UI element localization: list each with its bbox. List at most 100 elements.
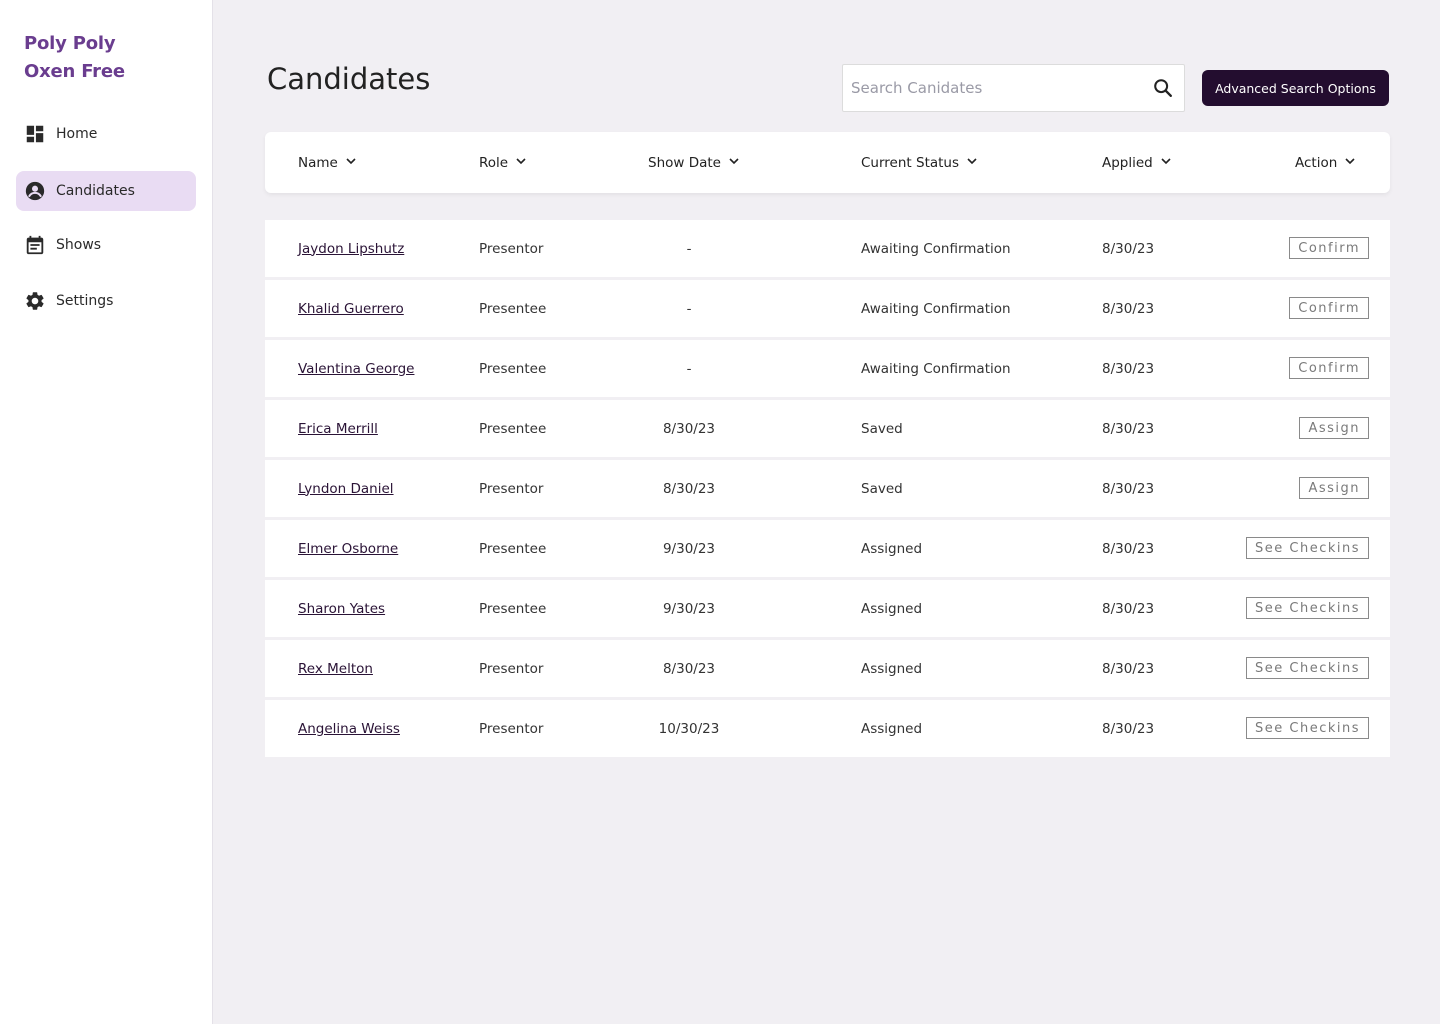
cell-role: Presentor [479, 660, 544, 677]
candidate-name-link[interactable]: Lyndon Daniel [298, 480, 394, 497]
column-header-name[interactable]: Name [298, 132, 356, 193]
cell-name: Rex Melton [298, 640, 373, 697]
chevron-down-icon [729, 157, 739, 168]
cell-name: Jaydon Lipshutz [298, 220, 404, 277]
cell-status: Assigned [861, 660, 923, 677]
sidebar-item-home[interactable]: Home [16, 114, 196, 154]
cell-status: Awaiting Confirmation [861, 360, 1011, 377]
column-header-current-status[interactable]: Current Status [861, 132, 977, 193]
chevron-down-icon [1161, 157, 1171, 168]
table-row: Jaydon Lipshutz Presentor - Awaiting Con… [265, 220, 1390, 277]
cell-role: Presentee [479, 300, 547, 317]
search-icon[interactable] [1152, 77, 1174, 99]
cell-applied: 8/30/23 [1102, 720, 1155, 737]
confirm-button[interactable]: Confirm [1289, 357, 1369, 379]
cell-role: Presentor [479, 720, 544, 737]
brand-line-1: Poly Poly [24, 33, 116, 54]
cell-role: Presentor [479, 240, 544, 257]
cell-show-date: 8/30/23 [662, 420, 716, 437]
sidebar-item-label: Home [56, 126, 98, 142]
candidate-name-link[interactable]: Rex Melton [298, 660, 373, 677]
cell-show-date: - [686, 240, 692, 257]
cell-role: Presentee [479, 540, 547, 557]
chevron-down-icon [967, 157, 977, 168]
cell-status: Awaiting Confirmation [861, 300, 1011, 317]
see-checkins-button[interactable]: See Checkins [1246, 657, 1369, 679]
candidate-name-link[interactable]: Jaydon Lipshutz [298, 240, 405, 257]
dashboard-icon [24, 123, 46, 145]
table-row: Valentina George Presentee - Awaiting Co… [265, 340, 1390, 397]
cell-show-date: - [686, 300, 692, 317]
cell-show-date: 8/30/23 [662, 480, 716, 497]
table-row: Sharon Yates Presentee 9/30/23 Assigned … [265, 580, 1390, 637]
column-header-role[interactable]: Role [479, 132, 526, 193]
calendar-icon [24, 234, 46, 256]
table-row: Erica Merrill Presentee 8/30/23 Saved 8/… [265, 400, 1390, 457]
sidebar-item-label: Candidates [56, 183, 135, 199]
cell-applied: 8/30/23 [1102, 360, 1155, 377]
brand-line-2: Oxen Free [24, 61, 125, 82]
cell-applied: 8/30/23 [1102, 420, 1155, 437]
cell-status: Saved [861, 480, 903, 497]
see-checkins-button[interactable]: See Checkins [1246, 537, 1369, 559]
cell-role: Presentee [479, 420, 547, 437]
cell-name: Sharon Yates [298, 580, 385, 637]
table-row: Angelina Weiss Presentor 10/30/23 Assign… [265, 700, 1390, 757]
sidebar-item-shows[interactable]: Shows [16, 225, 196, 265]
chevron-down-icon [1345, 157, 1355, 168]
candidate-name-link[interactable]: Angelina Weiss [298, 720, 400, 737]
confirm-button[interactable]: Confirm [1289, 297, 1369, 319]
cell-show-date: 10/30/23 [658, 720, 720, 737]
sidebar-item-candidates[interactable]: Candidates [16, 171, 196, 211]
candidate-name-link[interactable]: Khalid Guerrero [298, 300, 404, 317]
column-header-label: Name [298, 154, 338, 171]
candidate-name-link[interactable]: Sharon Yates [298, 600, 386, 617]
cell-applied: 8/30/23 [1102, 540, 1155, 557]
gear-icon [24, 290, 46, 312]
page-title: Candidates [267, 62, 431, 96]
sidebar: Poly Poly Oxen Free Home Candidates Show… [0, 0, 213, 1024]
table-body: Jaydon Lipshutz Presentor - Awaiting Con… [265, 220, 1390, 760]
column-header-show-date[interactable]: Show Date [648, 132, 739, 193]
advanced-search-button[interactable]: Advanced Search Options [1202, 70, 1389, 106]
cell-role: Presentee [479, 360, 547, 377]
cell-applied: 8/30/23 [1102, 600, 1155, 617]
cell-applied: 8/30/23 [1102, 240, 1155, 257]
cell-name: Elmer Osborne [298, 520, 398, 577]
cell-applied: 8/30/23 [1102, 480, 1155, 497]
table-row: Elmer Osborne Presentee 9/30/23 Assigned… [265, 520, 1390, 577]
cell-status: Awaiting Confirmation [861, 240, 1011, 257]
cell-status: Assigned [861, 540, 923, 557]
column-header-action[interactable]: Action [1295, 132, 1355, 193]
table-row: Rex Melton Presentor 8/30/23 Assigned 8/… [265, 640, 1390, 697]
chevron-down-icon [516, 157, 526, 168]
search-input[interactable] [843, 65, 1143, 111]
sidebar-item-label: Shows [56, 237, 102, 253]
candidate-name-link[interactable]: Valentina George [298, 360, 415, 377]
column-header-label: Applied [1102, 154, 1153, 171]
column-header-label: Show Date [648, 154, 721, 171]
confirm-button[interactable]: Confirm [1289, 237, 1369, 259]
candidate-name-link[interactable]: Elmer Osborne [298, 540, 399, 557]
table-header: Name Role Show Date Current Status Appli… [265, 132, 1390, 193]
cell-show-date: - [686, 360, 692, 377]
assign-button[interactable]: Assign [1299, 477, 1369, 499]
cell-applied: 8/30/23 [1102, 300, 1155, 317]
candidate-name-link[interactable]: Erica Merrill [298, 420, 378, 437]
sidebar-item-settings[interactable]: Settings [16, 281, 196, 321]
column-header-label: Action [1295, 154, 1338, 171]
cell-status: Saved [861, 420, 903, 437]
brand-logo[interactable]: Poly Poly Oxen Free [24, 30, 125, 86]
sidebar-item-label: Settings [56, 293, 114, 309]
search-box [842, 64, 1185, 112]
column-header-applied[interactable]: Applied [1102, 132, 1171, 193]
see-checkins-button[interactable]: See Checkins [1246, 597, 1369, 619]
assign-button[interactable]: Assign [1299, 417, 1369, 439]
cell-name: Erica Merrill [298, 400, 378, 457]
see-checkins-button[interactable]: See Checkins [1246, 717, 1369, 739]
table-row: Lyndon Daniel Presentor 8/30/23 Saved 8/… [265, 460, 1390, 517]
cell-name: Angelina Weiss [298, 700, 400, 757]
column-header-label: Role [479, 154, 509, 171]
cell-name: Lyndon Daniel [298, 460, 394, 517]
cell-name: Valentina George [298, 340, 414, 397]
